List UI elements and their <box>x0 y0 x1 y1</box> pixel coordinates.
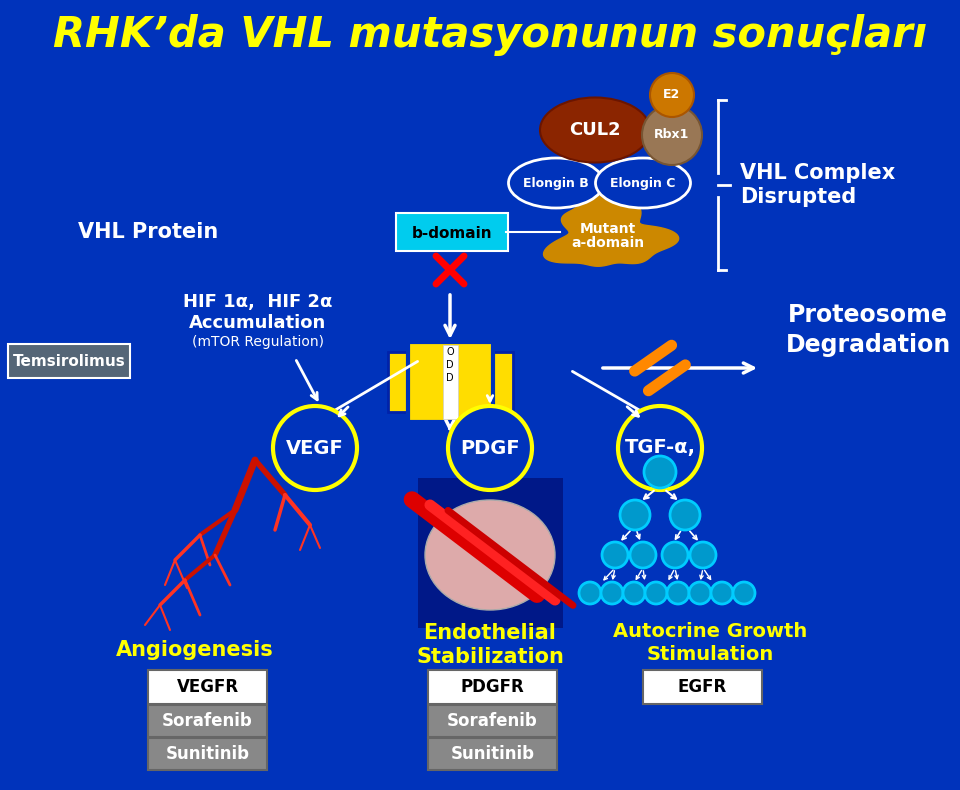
Circle shape <box>667 582 689 604</box>
Text: (mTOR Regulation): (mTOR Regulation) <box>192 335 324 349</box>
FancyBboxPatch shape <box>148 738 267 770</box>
Circle shape <box>650 73 694 117</box>
FancyBboxPatch shape <box>148 705 267 737</box>
Text: b-domain: b-domain <box>412 225 492 240</box>
Circle shape <box>670 500 700 530</box>
Ellipse shape <box>595 158 690 208</box>
Circle shape <box>630 542 656 568</box>
Circle shape <box>620 500 650 530</box>
Circle shape <box>733 582 755 604</box>
Circle shape <box>579 582 601 604</box>
Text: Temsirolimus: Temsirolimus <box>12 353 126 368</box>
Text: Sunitinib: Sunitinib <box>450 745 535 763</box>
Text: TGF-α,: TGF-α, <box>625 438 695 457</box>
Circle shape <box>662 542 688 568</box>
FancyBboxPatch shape <box>428 738 557 770</box>
FancyBboxPatch shape <box>148 670 267 704</box>
Polygon shape <box>543 196 679 266</box>
Text: Mutant: Mutant <box>580 222 636 236</box>
Ellipse shape <box>425 500 555 610</box>
Circle shape <box>642 105 702 165</box>
Text: EGFR: EGFR <box>678 678 727 696</box>
Text: Accumulation: Accumulation <box>189 314 326 332</box>
Text: CUL2: CUL2 <box>569 121 621 139</box>
Text: PDGF: PDGF <box>460 438 519 457</box>
Ellipse shape <box>509 158 604 208</box>
Text: Proteosome
Degradation: Proteosome Degradation <box>785 303 950 357</box>
Text: VHL Protein: VHL Protein <box>78 222 218 242</box>
Text: Sorafenib: Sorafenib <box>447 712 538 730</box>
Circle shape <box>690 542 716 568</box>
Circle shape <box>273 406 357 490</box>
Text: VEGFR: VEGFR <box>177 678 239 696</box>
Circle shape <box>689 582 711 604</box>
Text: Angiogenesis: Angiogenesis <box>116 640 274 660</box>
FancyBboxPatch shape <box>491 352 513 412</box>
Text: Elongin C: Elongin C <box>611 176 676 190</box>
Ellipse shape <box>540 97 650 163</box>
Text: Rbx1: Rbx1 <box>655 129 689 141</box>
Circle shape <box>448 406 532 490</box>
Text: Sorafenib: Sorafenib <box>162 712 252 730</box>
Text: a-domain: a-domain <box>571 236 644 250</box>
FancyBboxPatch shape <box>643 670 762 704</box>
Text: PDGFR: PDGFR <box>461 678 524 696</box>
Text: HIF 1α,  HIF 2α: HIF 1α, HIF 2α <box>183 293 333 311</box>
Text: O: O <box>446 347 454 357</box>
Text: D: D <box>446 360 454 370</box>
FancyBboxPatch shape <box>443 345 458 419</box>
Text: VHL Complex
Disrupted: VHL Complex Disrupted <box>740 163 896 208</box>
FancyBboxPatch shape <box>428 670 557 704</box>
Text: Sunitinib: Sunitinib <box>165 745 250 763</box>
FancyBboxPatch shape <box>8 344 130 378</box>
Text: E2: E2 <box>663 88 681 101</box>
FancyBboxPatch shape <box>418 478 563 628</box>
Text: Elongin B: Elongin B <box>523 176 588 190</box>
FancyBboxPatch shape <box>388 352 410 412</box>
Text: RHK’da VHL mutasyonunun sonuçları: RHK’da VHL mutasyonunun sonuçları <box>53 14 927 56</box>
FancyBboxPatch shape <box>396 213 508 251</box>
Text: Autocrine Growth
Stimulation: Autocrine Growth Stimulation <box>612 622 807 664</box>
Text: D: D <box>446 373 454 383</box>
Circle shape <box>601 582 623 604</box>
Text: Endothelial
Stabilization: Endothelial Stabilization <box>416 623 564 668</box>
Circle shape <box>711 582 733 604</box>
Text: VEGF: VEGF <box>286 438 344 457</box>
Circle shape <box>623 582 645 604</box>
Circle shape <box>644 456 676 488</box>
Circle shape <box>618 406 702 490</box>
FancyBboxPatch shape <box>408 342 493 422</box>
Circle shape <box>645 582 667 604</box>
FancyBboxPatch shape <box>428 705 557 737</box>
Circle shape <box>602 542 628 568</box>
